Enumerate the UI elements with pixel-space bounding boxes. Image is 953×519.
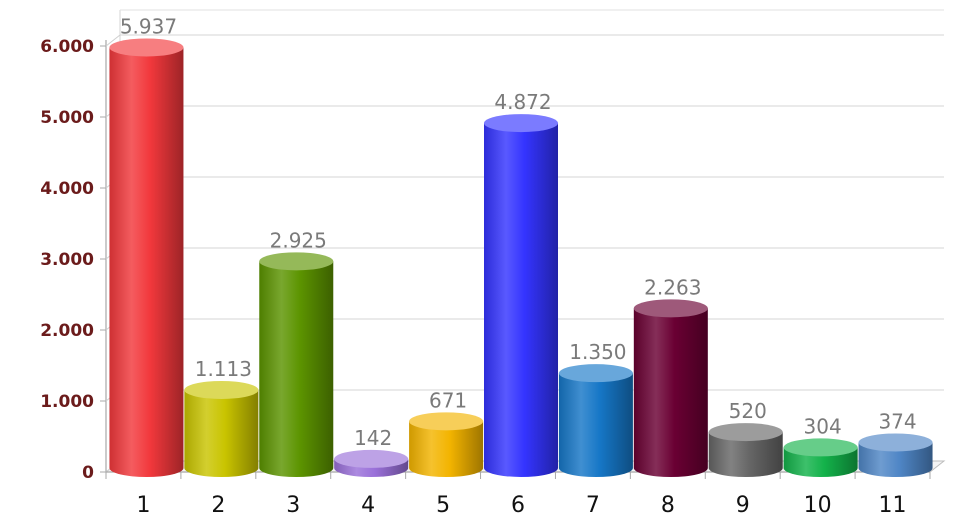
data-label: 1.113 — [195, 357, 252, 381]
bar-body — [484, 123, 558, 477]
x-tick-label: 8 — [661, 493, 675, 518]
bar — [184, 380, 259, 477]
x-tick-label: 7 — [586, 493, 600, 518]
bar-body — [409, 421, 484, 477]
y-tick-label: 0 — [82, 463, 94, 483]
bar — [633, 299, 708, 477]
y-tick-label: 3.000 — [40, 250, 94, 270]
bar-top — [558, 364, 633, 383]
data-label: 374 — [878, 409, 916, 433]
data-label: 142 — [354, 426, 392, 450]
x-tick-label: 5 — [436, 493, 450, 518]
x-tick-label: 11 — [879, 493, 907, 518]
bar-body — [184, 389, 259, 477]
bar — [409, 412, 484, 477]
bar-top — [259, 252, 334, 271]
x-tick-label: 9 — [736, 493, 750, 518]
data-label: 2.925 — [270, 228, 327, 252]
labels: 0 1.000 2.000 3.000 4.000 5.000 6.000 5.937 1 1.1… — [40, 14, 916, 518]
bar-body — [109, 47, 184, 478]
y-tick-label: 2.000 — [40, 321, 94, 341]
bar-body — [633, 308, 708, 477]
bar-top — [858, 433, 933, 452]
data-label: 5.937 — [120, 14, 177, 38]
y-tick-label: 5.000 — [40, 108, 94, 128]
x-tick-label: 6 — [511, 493, 525, 518]
x-tick-label: 4 — [361, 493, 375, 518]
bar-body — [708, 432, 783, 477]
x-tick-label: 2 — [211, 493, 225, 518]
bar — [334, 449, 409, 477]
bar-top — [484, 114, 558, 133]
bar-top — [109, 38, 184, 57]
bar-top — [783, 438, 858, 457]
x-tick-label: 3 — [286, 493, 300, 518]
x-tick-label: 10 — [804, 493, 832, 518]
bar — [259, 252, 334, 477]
bar — [783, 438, 858, 477]
data-label: 2.263 — [644, 275, 701, 299]
bar — [858, 433, 933, 477]
bar — [484, 114, 558, 477]
bar-top — [334, 449, 409, 468]
bar — [708, 423, 783, 477]
x-tick-label: 1 — [136, 493, 150, 518]
y-tick-label: 6.000 — [40, 37, 94, 57]
bar-top — [409, 412, 484, 431]
bar-top — [184, 380, 259, 399]
data-label: 520 — [729, 399, 767, 423]
bar-body — [558, 373, 633, 477]
bar-body — [858, 442, 933, 477]
data-label: 671 — [429, 388, 467, 412]
bar-body — [259, 261, 334, 477]
bar — [109, 38, 184, 478]
y-tick-label: 4.000 — [40, 179, 94, 199]
data-label: 304 — [804, 414, 842, 438]
bar-top — [708, 423, 783, 442]
data-label: 1.350 — [569, 340, 626, 364]
bar — [558, 364, 633, 477]
y-tick-label: 1.000 — [40, 392, 94, 412]
data-label: 4.872 — [494, 90, 551, 114]
bars — [109, 38, 933, 478]
bar-top — [633, 299, 708, 318]
